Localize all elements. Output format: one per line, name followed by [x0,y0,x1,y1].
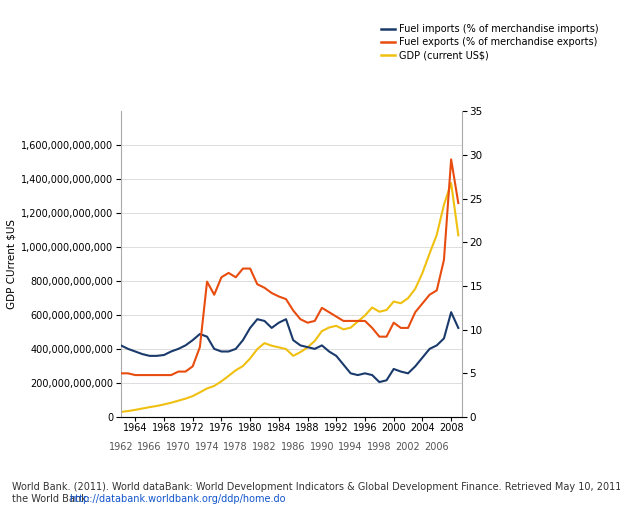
Text: 1994: 1994 [339,442,363,452]
Text: 2006: 2006 [425,442,449,452]
Text: 1982: 1982 [252,442,277,452]
Y-axis label: GDP CUrrent $US: GDP CUrrent $US [7,219,17,309]
Text: 1970: 1970 [166,442,190,452]
Text: 1978: 1978 [223,442,248,452]
Legend: Fuel imports (% of merchandise imports), Fuel exports (% of merchandise exports): Fuel imports (% of merchandise imports),… [377,20,603,64]
Text: 1990: 1990 [309,442,334,452]
Text: World Bank. (2011). World dataBank: World Development Indicators & Global Develo: World Bank. (2011). World dataBank: Worl… [12,482,620,492]
Text: 1986: 1986 [281,442,306,452]
Text: 1962: 1962 [108,442,133,452]
Text: the World Bank:: the World Bank: [12,495,94,505]
Text: 1998: 1998 [367,442,392,452]
Text: http://databank.worldbank.org/ddp/home.do: http://databank.worldbank.org/ddp/home.d… [69,495,285,505]
Text: 2002: 2002 [396,442,420,452]
Text: 1974: 1974 [195,442,219,452]
Text: 1966: 1966 [138,442,162,452]
